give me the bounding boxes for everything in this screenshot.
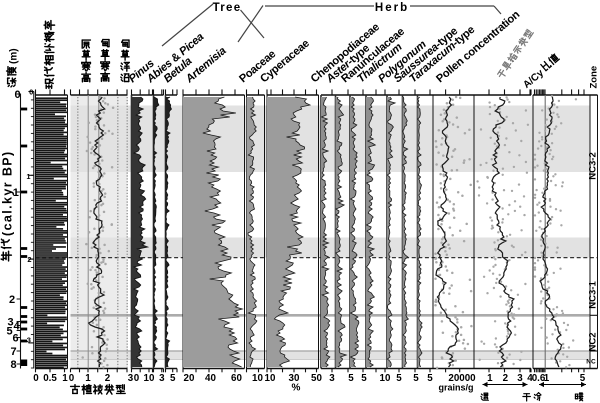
svg-text:40: 40 bbox=[205, 373, 216, 384]
svg-text:60: 60 bbox=[231, 373, 242, 384]
svg-text:5: 5 bbox=[427, 373, 433, 384]
svg-text:2: 2 bbox=[503, 373, 509, 384]
svg-text:50: 50 bbox=[311, 373, 322, 384]
svg-text:3: 3 bbox=[7, 317, 13, 329]
svg-text:2: 2 bbox=[105, 373, 111, 384]
svg-text:3: 3 bbox=[27, 335, 31, 344]
svg-text:3: 3 bbox=[128, 373, 134, 384]
svg-text:6: 6 bbox=[12, 333, 18, 345]
svg-text:2: 2 bbox=[27, 255, 31, 264]
svg-text:3: 3 bbox=[517, 373, 523, 384]
svg-text:NC3-2: NC3-2 bbox=[588, 152, 599, 179]
svg-text:10: 10 bbox=[144, 373, 155, 384]
svg-text:7: 7 bbox=[10, 346, 16, 358]
svg-text:1: 1 bbox=[26, 172, 30, 181]
svg-text:grains/g: grains/g bbox=[438, 383, 473, 393]
svg-text:5: 5 bbox=[580, 373, 586, 384]
svg-text:30: 30 bbox=[289, 373, 300, 384]
svg-text:NC: NC bbox=[586, 359, 596, 366]
svg-text:Tree: Tree bbox=[213, 2, 242, 14]
svg-text:1: 1 bbox=[487, 373, 493, 384]
svg-text:0: 0 bbox=[29, 87, 33, 96]
svg-text:0.5: 0.5 bbox=[43, 373, 57, 384]
svg-text:0.6: 0.6 bbox=[532, 373, 546, 384]
svg-text:5: 5 bbox=[348, 373, 354, 384]
svg-text:4: 4 bbox=[527, 373, 533, 384]
svg-text:5: 5 bbox=[6, 326, 12, 338]
svg-text:10: 10 bbox=[380, 373, 391, 384]
svg-text:1: 1 bbox=[13, 187, 19, 199]
svg-text:5: 5 bbox=[361, 373, 367, 384]
svg-text:1: 1 bbox=[85, 373, 91, 384]
svg-text:0: 0 bbox=[134, 373, 140, 384]
svg-text:0: 0 bbox=[14, 89, 20, 101]
svg-text:0: 0 bbox=[69, 373, 75, 384]
svg-text:8: 8 bbox=[10, 359, 16, 371]
svg-text:1: 1 bbox=[544, 373, 550, 384]
svg-text:3: 3 bbox=[329, 373, 335, 384]
svg-text:Herb: Herb bbox=[375, 2, 409, 14]
svg-text:10: 10 bbox=[252, 373, 263, 384]
svg-text:3: 3 bbox=[159, 373, 165, 384]
svg-text:%: % bbox=[292, 383, 301, 394]
svg-text:NC2: NC2 bbox=[588, 332, 599, 351]
svg-text:5: 5 bbox=[396, 373, 402, 384]
svg-text:5: 5 bbox=[170, 373, 176, 384]
svg-text:0: 0 bbox=[33, 373, 39, 384]
svg-text:1: 1 bbox=[62, 373, 68, 384]
svg-text:(m): (m) bbox=[9, 48, 20, 64]
svg-text:20000: 20000 bbox=[448, 373, 476, 384]
svg-text:Zone: Zone bbox=[589, 66, 600, 89]
svg-text:2: 2 bbox=[9, 294, 15, 306]
svg-text:5: 5 bbox=[413, 373, 419, 384]
svg-text:(cal.kyr BP): (cal.kyr BP) bbox=[1, 150, 15, 236]
svg-text:20: 20 bbox=[184, 373, 195, 384]
svg-text:10: 10 bbox=[265, 373, 276, 384]
svg-text:4: 4 bbox=[13, 321, 20, 333]
svg-text:NC3-1: NC3-1 bbox=[588, 281, 599, 309]
